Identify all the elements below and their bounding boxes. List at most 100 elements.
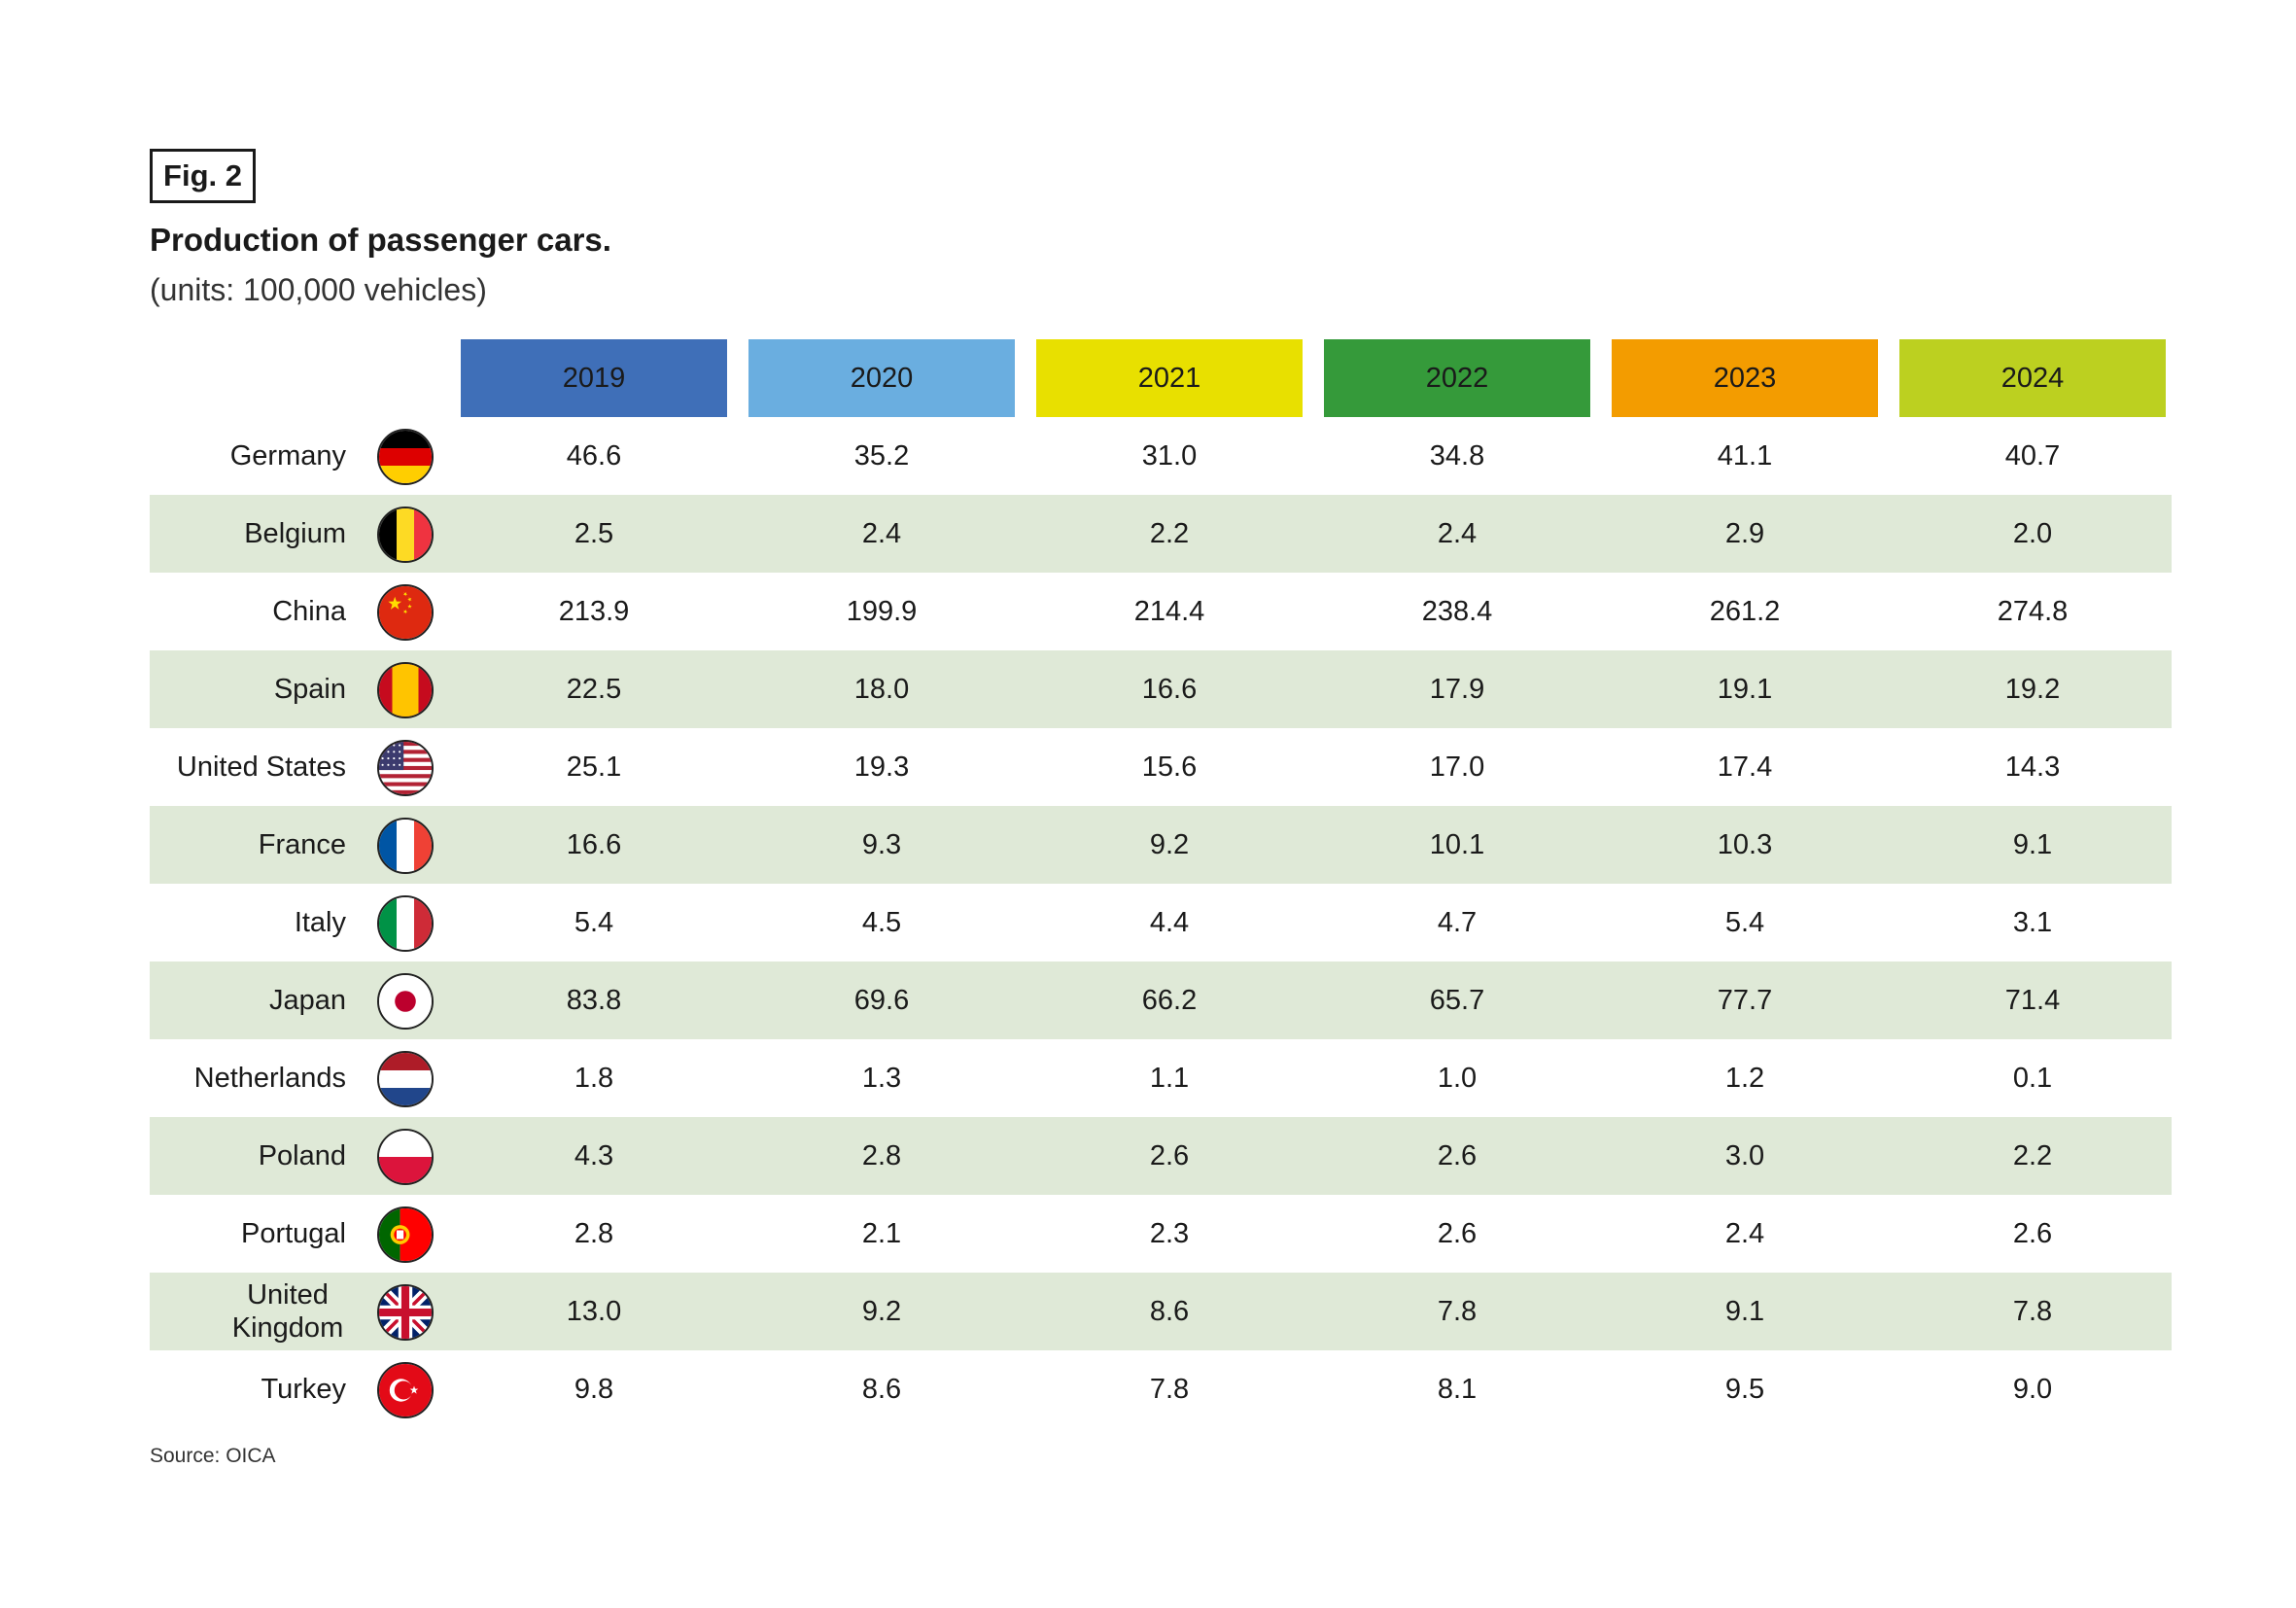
- value-cell: 5.4: [1724, 906, 1765, 938]
- value-cell: 1.8: [574, 1062, 614, 1094]
- year-header-2022: 2022: [1324, 339, 1590, 417]
- value-cell: 16.6: [566, 828, 622, 860]
- value-cell: 14.3: [2004, 751, 2061, 783]
- value-cell: 9.1: [2012, 828, 2053, 860]
- value-cell: 8.6: [861, 1373, 902, 1405]
- value-cell: 9.5: [1724, 1373, 1765, 1405]
- value-cell: 18.0: [853, 673, 910, 705]
- value-cell: 2.8: [574, 1217, 614, 1249]
- table-row: United States 25.1 19.3 15.6 17.0 17.4 14.3: [150, 728, 2172, 806]
- value-cell: 9.3: [861, 828, 902, 860]
- year-header-2021: 2021: [1036, 339, 1303, 417]
- value-cell: 46.6: [566, 439, 622, 472]
- value-cell: 7.8: [2012, 1295, 2053, 1327]
- netherlands-flag-icon: [377, 1051, 434, 1107]
- country-label: France: [258, 829, 346, 860]
- united-kingdom-flag-icon: [377, 1284, 434, 1341]
- value-cell: 17.9: [1429, 673, 1485, 705]
- germany-flag-icon: [377, 429, 434, 485]
- value-cell: 274.8: [1997, 595, 2069, 627]
- value-cell: 19.1: [1717, 673, 1773, 705]
- value-cell: 34.8: [1429, 439, 1485, 472]
- figure-label: Fig. 2: [150, 149, 256, 203]
- value-cell: 2.2: [2012, 1139, 2053, 1171]
- value-cell: 31.0: [1141, 439, 1198, 472]
- belgium-flag-icon: [377, 507, 434, 563]
- value-cell: 10.1: [1429, 828, 1485, 860]
- value-cell: 1.3: [861, 1062, 902, 1094]
- year-header-2024: 2024: [1899, 339, 2166, 417]
- year-header-row: 2019 2020 2021 2022 2023 2024: [150, 339, 2172, 417]
- table-row: France 16.6 9.3 9.2 10.1 10.3 9.1: [150, 806, 2172, 884]
- value-cell: 17.0: [1429, 751, 1485, 783]
- table-row: Japan 83.8 69.6 66.2 65.7 77.7 71.4: [150, 961, 2172, 1039]
- value-cell: 3.0: [1724, 1139, 1765, 1171]
- value-cell: 7.8: [1437, 1295, 1478, 1327]
- value-cell: 9.1: [1724, 1295, 1765, 1327]
- china-flag-icon: [377, 584, 434, 641]
- value-cell: 25.1: [566, 751, 622, 783]
- value-cell: 4.3: [574, 1139, 614, 1171]
- value-cell: 13.0: [566, 1295, 622, 1327]
- country-label: Netherlands: [193, 1063, 346, 1094]
- france-flag-icon: [377, 818, 434, 874]
- country-label: China: [272, 596, 346, 627]
- value-cell: 2.6: [1437, 1139, 1478, 1171]
- source-note: Source: OICA: [150, 1445, 276, 1467]
- value-cell: 19.3: [853, 751, 910, 783]
- table-body: Germany 46.6 35.2 31.0 34.8 41.1 40.7 Belgium 2.…: [150, 417, 2172, 1428]
- country-label: Poland: [258, 1140, 346, 1171]
- value-cell: 9.2: [861, 1295, 902, 1327]
- value-cell: 2.8: [861, 1139, 902, 1171]
- united-states-flag-icon: [377, 740, 434, 796]
- value-cell: 1.1: [1149, 1062, 1190, 1094]
- table-row: Portugal 2.8 2.1 2.3 2.6 2.4 2.6: [150, 1195, 2172, 1273]
- japan-flag-icon: [377, 973, 434, 1030]
- value-cell: 8.6: [1149, 1295, 1190, 1327]
- value-cell: 4.4: [1149, 906, 1190, 938]
- value-cell: 9.2: [1149, 828, 1190, 860]
- value-cell: 2.4: [1437, 517, 1478, 549]
- value-cell: 238.4: [1421, 595, 1493, 627]
- value-cell: 16.6: [1141, 673, 1198, 705]
- value-cell: 7.8: [1149, 1373, 1190, 1405]
- value-cell: 2.4: [1724, 1217, 1765, 1249]
- value-cell: 10.3: [1717, 828, 1773, 860]
- country-label: Turkey: [261, 1374, 346, 1405]
- value-cell: 15.6: [1141, 751, 1198, 783]
- value-cell: 2.9: [1724, 517, 1765, 549]
- value-cell: 2.4: [861, 517, 902, 549]
- value-cell: 83.8: [566, 984, 622, 1016]
- country-label: Germany: [229, 440, 346, 472]
- country-label: Portugal: [240, 1218, 346, 1249]
- spain-flag-icon: [377, 662, 434, 718]
- country-label: United Kingdom: [231, 1279, 344, 1344]
- table-row: Germany 46.6 35.2 31.0 34.8 41.1 40.7: [150, 417, 2172, 495]
- turkey-flag-icon: [377, 1362, 434, 1418]
- table-row: Italy 5.4 4.5 4.4 4.7 5.4 3.1: [150, 884, 2172, 961]
- value-cell: 4.5: [861, 906, 902, 938]
- value-cell: 8.1: [1437, 1373, 1478, 1405]
- value-cell: 22.5: [566, 673, 622, 705]
- table-row: Belgium 2.5 2.4 2.2 2.4 2.9 2.0: [150, 495, 2172, 573]
- table-row: United Kingdom 13.0 9.2 8.6 7.8 9.1 7.8: [150, 1273, 2172, 1350]
- value-cell: 35.2: [853, 439, 910, 472]
- value-cell: 41.1: [1717, 439, 1773, 472]
- value-cell: 213.9: [558, 595, 630, 627]
- value-cell: 4.7: [1437, 906, 1478, 938]
- value-cell: 1.2: [1724, 1062, 1765, 1094]
- value-cell: 9.0: [2012, 1373, 2053, 1405]
- year-header-2023: 2023: [1612, 339, 1878, 417]
- year-header-2019: 2019: [461, 339, 727, 417]
- value-cell: 2.1: [861, 1217, 902, 1249]
- value-cell: 1.0: [1437, 1062, 1478, 1094]
- table-row: Spain 22.5 18.0 16.6 17.9 19.1 19.2: [150, 650, 2172, 728]
- country-label: Belgium: [244, 518, 346, 549]
- value-cell: 2.3: [1149, 1217, 1190, 1249]
- country-label: Italy: [294, 907, 346, 938]
- value-cell: 261.2: [1709, 595, 1781, 627]
- table-row: Turkey 9.8 8.6 7.8 8.1 9.5 9.0: [150, 1350, 2172, 1428]
- table-row: Netherlands 1.8 1.3 1.1 1.0 1.2 0.1: [150, 1039, 2172, 1117]
- country-label: Japan: [268, 985, 346, 1016]
- value-cell: 214.4: [1133, 595, 1205, 627]
